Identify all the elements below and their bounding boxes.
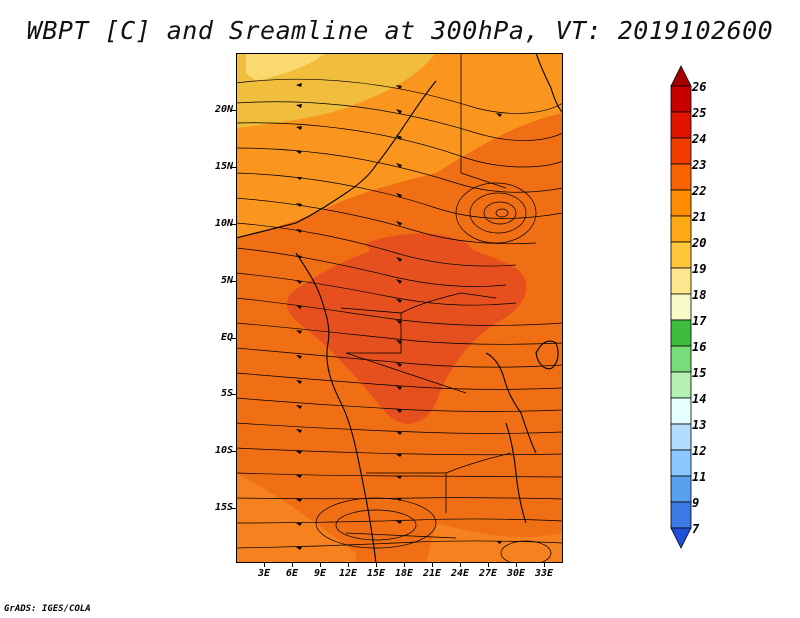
colorbar-label: 23 <box>692 158 707 172</box>
colorbar-label: 19 <box>692 262 707 276</box>
colorbar-label: 21 <box>692 210 707 224</box>
lon-tick <box>404 563 405 567</box>
colorbar-segment <box>670 215 692 243</box>
lon-tick <box>544 563 545 567</box>
colorbar-label: 22 <box>692 184 707 198</box>
grads-credit: GrADS: IGES/COLA <box>4 604 91 614</box>
colorbar-segment <box>670 241 692 269</box>
country-borders <box>340 53 512 539</box>
lon-label-6e: 6E <box>285 568 299 579</box>
lat-tick <box>232 451 236 452</box>
lon-label-33e: 33E <box>534 568 554 579</box>
colorbar-label: 24 <box>692 132 707 146</box>
colorbar-segment <box>670 163 692 191</box>
colorbar-label: 7 <box>692 522 700 536</box>
lat-label-15n: 15N <box>214 161 233 172</box>
colorbar-label: 14 <box>692 392 707 406</box>
lon-tick <box>376 563 377 567</box>
colorbar-segment <box>670 85 692 113</box>
colorbar-label: 17 <box>692 314 707 328</box>
coastlines <box>236 53 563 563</box>
colorbar-label: 26 <box>692 80 707 94</box>
lon-tick <box>432 563 433 567</box>
colorbar-label: 15 <box>692 366 707 380</box>
map-panel[interactable] <box>236 53 563 563</box>
colorbar-label: 11 <box>692 470 707 484</box>
lat-tick <box>232 110 236 111</box>
colorbar-segment <box>670 111 692 139</box>
lon-label-21e: 21E <box>422 568 442 579</box>
lat-label-20n: 20N <box>214 104 233 115</box>
lat-label-5s: 5S <box>220 388 233 399</box>
lon-tick <box>516 563 517 567</box>
colorbar-label: 20 <box>692 236 707 250</box>
chart-title: WBPT [C] and Sreamline at 300hPa, VT: 20… <box>26 16 774 45</box>
colorbar-segment <box>670 345 692 373</box>
lat-tick <box>232 394 236 395</box>
colorbar-segment <box>670 423 692 451</box>
lat-tick <box>232 281 236 282</box>
lon-label-12e: 12E <box>338 568 358 579</box>
lat-label-5n: 5N <box>220 275 233 286</box>
wbpt-field-22-southeast-region <box>426 523 563 563</box>
colorbar-segment <box>670 475 692 503</box>
colorbar-label: 13 <box>692 418 707 432</box>
colorbar-segment <box>670 449 692 477</box>
colorbar-segment <box>670 137 692 165</box>
colorbar-segment <box>670 319 692 347</box>
lat-label-eq: EQ <box>220 332 233 343</box>
wbpt-field-19-region <box>246 53 326 81</box>
streamlines <box>236 78 563 563</box>
colorbar-segment <box>670 293 692 321</box>
colorbar-segment <box>670 397 692 425</box>
colorbar-bottom-arrow <box>670 527 692 549</box>
wbpt-field-23-north-region <box>366 233 477 279</box>
lon-tick <box>348 563 349 567</box>
lon-tick <box>292 563 293 567</box>
lat-tick <box>232 167 236 168</box>
lon-tick <box>320 563 321 567</box>
lon-label-15e: 15E <box>366 568 386 579</box>
lon-label-27e: 27E <box>478 568 498 579</box>
lon-label-3e: 3E <box>257 568 271 579</box>
colorbar-label: 16 <box>692 340 707 354</box>
lon-tick <box>488 563 489 567</box>
colorbar-label: 25 <box>692 106 707 120</box>
lat-label-10n: 10N <box>214 218 233 229</box>
wbpt-field-23-region <box>287 242 527 424</box>
streamline-arrows <box>296 83 502 550</box>
wbpt-field-22-south-region <box>236 473 356 563</box>
lat-tick <box>232 224 236 225</box>
lon-tick <box>264 563 265 567</box>
colorbar-label: 9 <box>692 496 700 510</box>
colorbar-top-arrow <box>670 65 692 87</box>
colorbar-label: 18 <box>692 288 707 302</box>
colorbar-segment <box>670 501 692 529</box>
lon-label-24e: 24E <box>450 568 470 579</box>
colorbar <box>670 65 692 549</box>
lat-tick <box>232 338 236 339</box>
lat-label-15s: 15S <box>214 502 233 513</box>
colorbar-segment <box>670 371 692 399</box>
colorbar-segment <box>670 267 692 295</box>
wbpt-field-map <box>236 53 563 563</box>
colorbar-label: 12 <box>692 444 707 458</box>
lon-label-18e: 18E <box>394 568 414 579</box>
lon-label-9e: 9E <box>313 568 327 579</box>
lon-label-30e: 30E <box>506 568 526 579</box>
lat-tick <box>232 508 236 509</box>
colorbar-segment <box>670 189 692 217</box>
lon-tick <box>460 563 461 567</box>
lat-label-10s: 10S <box>214 445 233 456</box>
